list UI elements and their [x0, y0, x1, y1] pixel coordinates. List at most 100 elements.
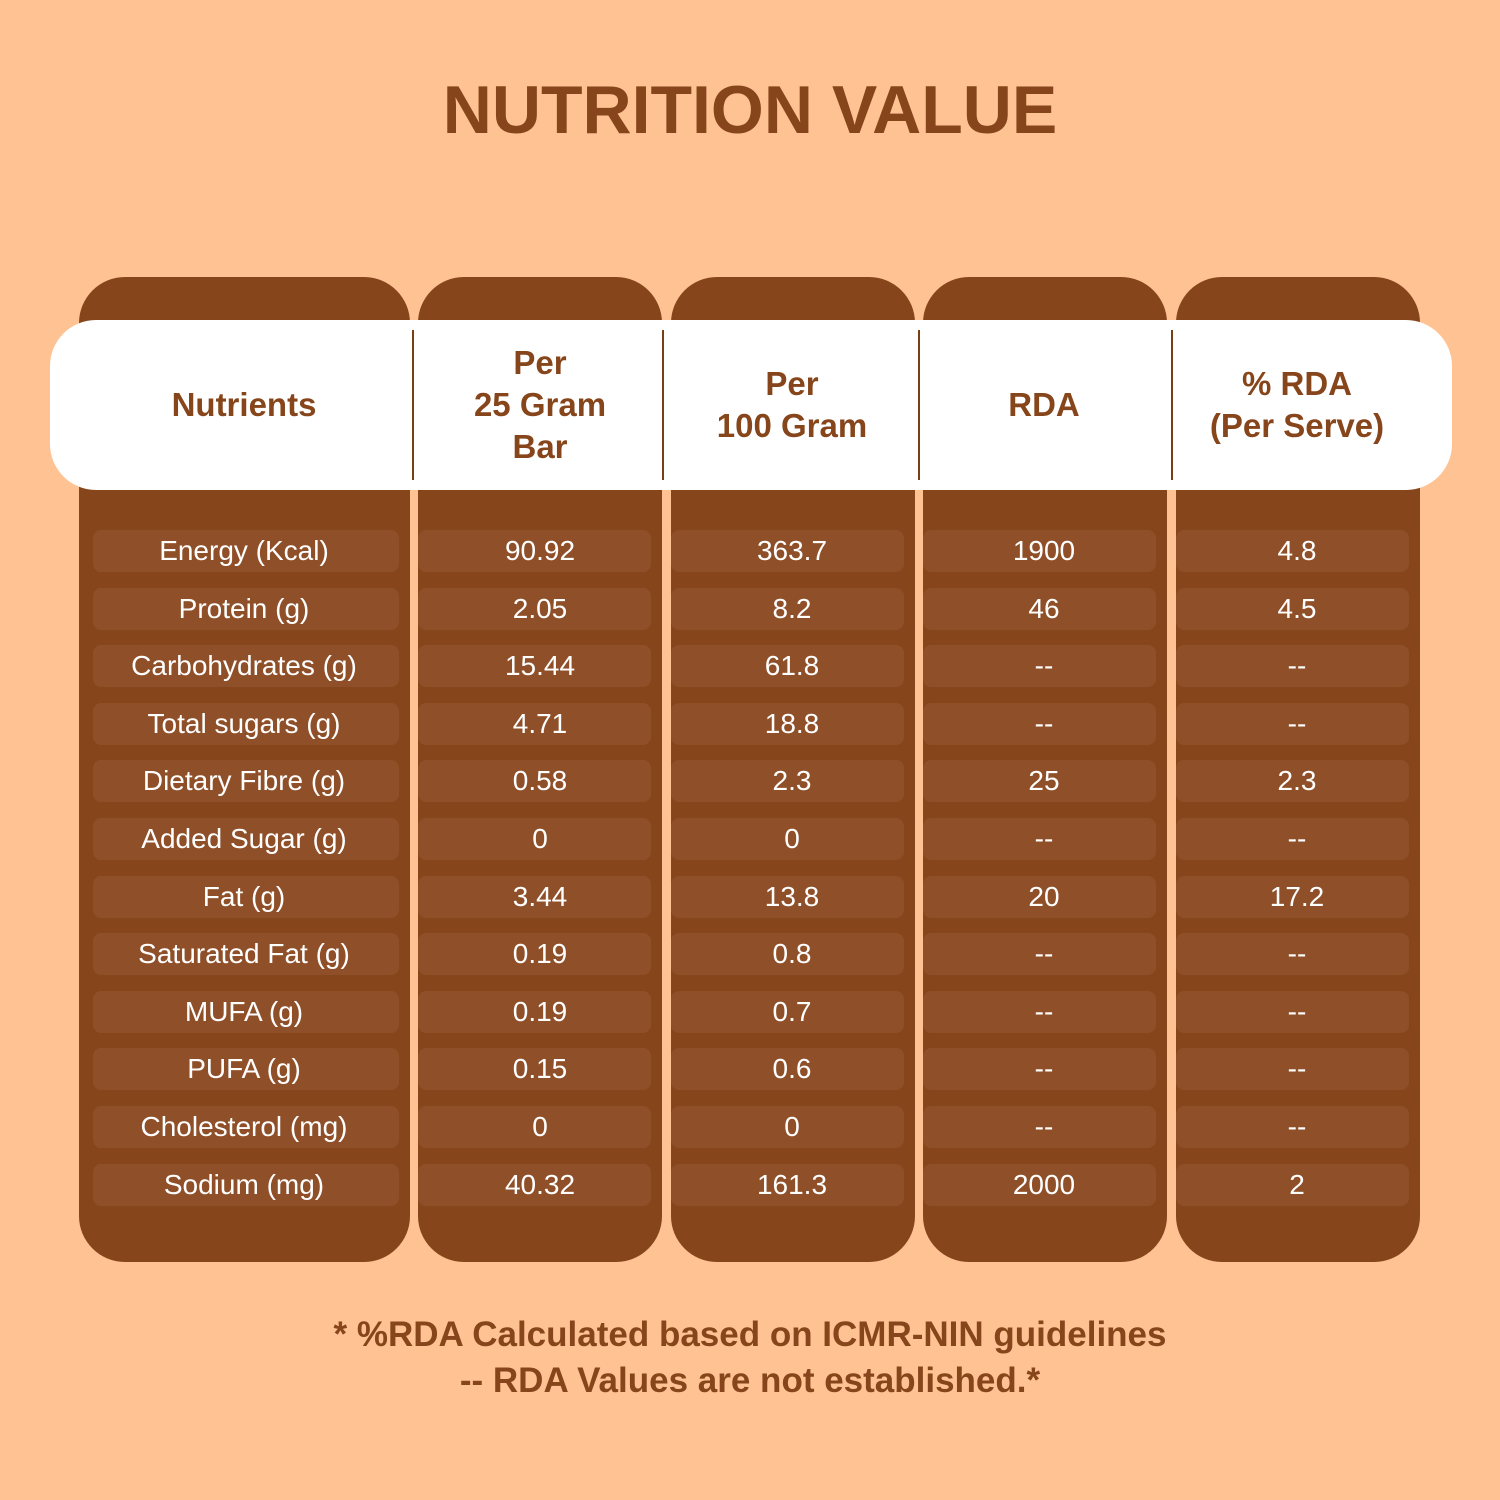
header-divider [412, 330, 414, 480]
table-row-band [671, 990, 904, 1033]
nutrient-label: Sodium (mg) [163, 1168, 325, 1200]
table-cell-per-25g: 0 [532, 1111, 548, 1142]
table-cell-pct-rda: -- [1287, 650, 1307, 682]
table-row-band [1176, 1106, 1409, 1148]
table-row-band [923, 645, 1156, 688]
table-cell-rda: -- [1034, 650, 1054, 682]
table-row-band [923, 933, 1156, 976]
table-cell-pct-rda: -- [1287, 995, 1307, 1027]
table-cell-per-25g: 4.71 [512, 707, 568, 739]
table-row-band [923, 1048, 1156, 1091]
table-row-band [1176, 1048, 1409, 1091]
table-row-band [93, 645, 399, 688]
table-cell-per-100g: 0.6 [772, 1053, 812, 1085]
page-title: NUTRITION VALUE [442, 72, 1058, 148]
column-header-rda: RDA [1008, 386, 1080, 423]
table-row-band [93, 530, 399, 572]
table-cell-rda: -- [1034, 1053, 1054, 1085]
table-row-band [923, 1163, 1156, 1206]
table-cell-per-25g: 2.05 [512, 592, 568, 624]
table-row-band [93, 1106, 399, 1148]
column-header-pct-rda: % RDA (Per Serve) [1209, 365, 1385, 444]
table-cell-pct-rda: -- [1287, 1111, 1307, 1142]
table-row-band [1176, 702, 1409, 745]
table-row-band [923, 818, 1156, 860]
table-cell-pct-rda: -- [1287, 823, 1307, 854]
table-cell-pct-rda: 2.3 [1277, 765, 1317, 797]
table-row-band [418, 645, 651, 688]
table-row-band [1176, 818, 1409, 860]
footnote-rda-basis: * %RDA Calculated based on ICMR-NIN guid… [333, 1315, 1167, 1354]
table-cell-per-25g: 90.92 [504, 535, 576, 566]
table-row-band [1176, 990, 1409, 1033]
table-cell-pct-rda: 2 [1289, 1168, 1305, 1200]
table-row-band [93, 760, 399, 803]
table-row-band [923, 702, 1156, 745]
table-row-band [93, 1163, 399, 1206]
table-row-band [93, 818, 399, 860]
table-row-band [923, 1106, 1156, 1148]
table-cell-per-100g: 0 [784, 1111, 800, 1142]
table-cell-rda: -- [1034, 995, 1054, 1027]
table-cell-per-25g: 0.58 [512, 765, 568, 797]
nutrient-label: Cholesterol (mg) [140, 1111, 348, 1142]
table-cell-per-100g: 2.3 [772, 765, 812, 797]
table-row-band [418, 702, 651, 745]
column-header-per-100g: Per 100 Gram [716, 365, 868, 444]
table-cell-pct-rda: -- [1287, 938, 1307, 970]
nutrient-label: Protein (g) [178, 592, 310, 624]
nutrient-label: Carbohydrates (g) [131, 650, 357, 682]
nutrient-label: Fat (g) [202, 880, 286, 912]
table-row-band [93, 702, 399, 745]
nutrient-label: Saturated Fat (g) [138, 938, 350, 970]
table-cell-per-100g: 18.8 [764, 707, 820, 739]
table-row-band [418, 875, 651, 918]
table-row-band [418, 1048, 651, 1091]
table-row-band [418, 1106, 651, 1148]
table-cell-per-100g: 161.3 [756, 1168, 828, 1200]
table-row-band [671, 645, 904, 688]
table-cell-rda: 2000 [1012, 1168, 1076, 1200]
table-row-band [93, 933, 399, 976]
table-row-band [671, 1163, 904, 1206]
table-cell-per-25g: 0 [532, 823, 548, 854]
table-cell-per-100g: 0.7 [772, 995, 812, 1027]
table-row-band [93, 990, 399, 1033]
table-row-band [923, 990, 1156, 1033]
table-cell-per-100g: 8.2 [772, 592, 812, 624]
table-cell-per-100g: 61.8 [764, 650, 820, 682]
table-row-band [93, 1048, 399, 1091]
table-row-band [671, 1048, 904, 1091]
table-row-band [1176, 1163, 1409, 1206]
table-cell-rda: -- [1034, 823, 1054, 854]
table-row-band [418, 933, 651, 976]
table-cell-rda: -- [1034, 707, 1054, 739]
table-cell-pct-rda: -- [1287, 1053, 1307, 1085]
table-cell-per-25g: 0.19 [512, 938, 568, 970]
table-cell-rda: 20 [1028, 880, 1060, 912]
header-divider [918, 330, 920, 480]
table-cell-per-100g: 363.7 [756, 535, 828, 566]
table-cell-pct-rda: -- [1287, 707, 1307, 739]
table-cell-rda: 1900 [1012, 535, 1076, 566]
table-row-band [1176, 645, 1409, 688]
table-row-band [418, 990, 651, 1033]
nutrient-label: Added Sugar (g) [141, 823, 347, 854]
table-cell-rda: 46 [1028, 592, 1060, 624]
table-row-band [1176, 933, 1409, 976]
table-row-band [418, 587, 651, 630]
nutrient-label: PUFA (g) [187, 1053, 301, 1085]
table-row-band [418, 760, 651, 803]
footnote-rda-not-established: -- RDA Values are not established.* [459, 1361, 1041, 1400]
table-cell-per-100g: 13.8 [764, 880, 820, 912]
table-row-band [671, 530, 904, 572]
table-cell-per-25g: 15.44 [504, 650, 576, 682]
table-row-band [418, 1163, 651, 1206]
table-row-band [923, 875, 1156, 918]
column-header-nutrients: Nutrients [171, 386, 317, 423]
header-band [50, 320, 1452, 490]
table-row-band [93, 587, 399, 630]
table-cell-per-25g: 0.15 [512, 1053, 568, 1085]
table-row-band [671, 702, 904, 745]
table-cell-per-25g: 0.19 [512, 995, 568, 1027]
